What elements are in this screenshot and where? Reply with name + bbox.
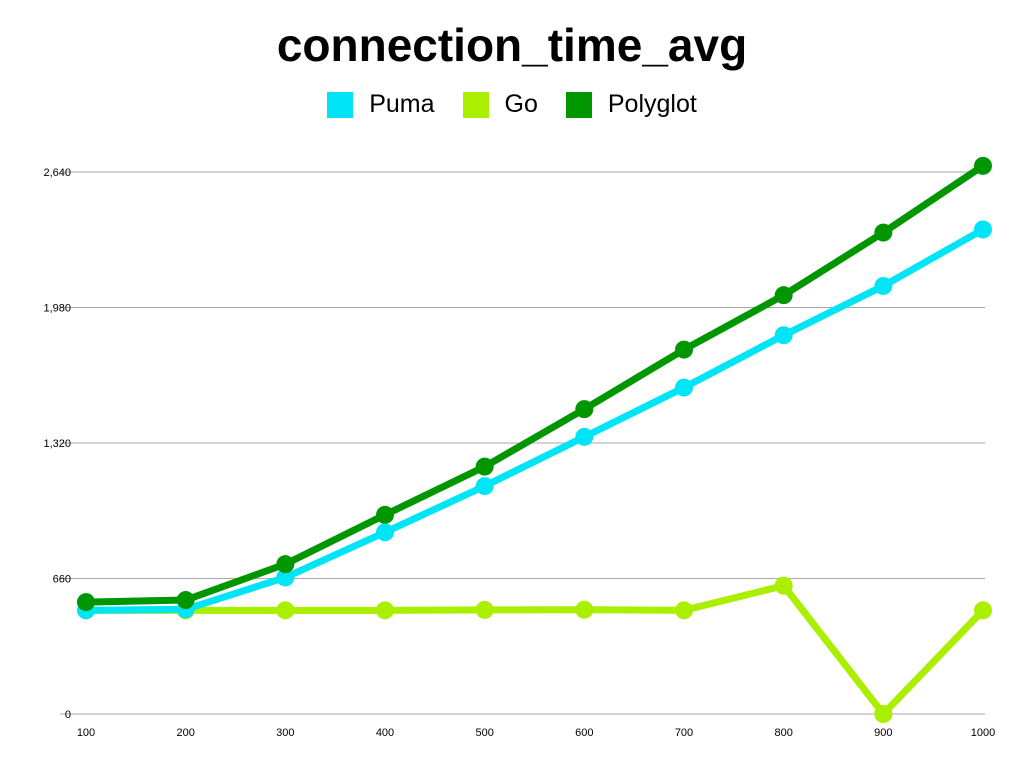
- data-point-puma: [475, 477, 494, 496]
- data-point-go: [475, 600, 494, 619]
- x-tick-label: 800: [774, 727, 792, 739]
- x-tick-label: 200: [176, 727, 194, 739]
- data-point-go: [575, 600, 594, 619]
- data-point-go: [774, 576, 793, 595]
- data-point-polyglot: [276, 555, 295, 574]
- y-tick-label: 0: [65, 709, 71, 721]
- chart-title: connection_time_avg: [276, 19, 748, 71]
- legend-swatch-polyglot: [565, 91, 592, 118]
- series-line-go: [82, 582, 987, 718]
- legend-label-puma: Puma: [369, 90, 435, 118]
- data-point-go: [974, 601, 992, 620]
- x-tick-label: 1000: [971, 727, 995, 739]
- data-point-go: [376, 601, 394, 620]
- legend-label-polyglot: Polyglot: [607, 90, 697, 118]
- data-point-polyglot: [774, 286, 793, 305]
- data-point-go: [874, 705, 893, 723]
- x-tick-label: 700: [675, 727, 693, 739]
- y-tick-label: 1,980: [43, 303, 71, 315]
- data-point-polyglot: [675, 340, 693, 359]
- x-tick-label: 100: [77, 727, 95, 739]
- legend-item-go: Go: [462, 90, 538, 119]
- data-point-polyglot: [176, 591, 195, 610]
- data-point-polyglot: [376, 505, 394, 524]
- legend: Puma Go Polyglot: [0, 90, 1024, 119]
- y-tick-label: 1,320: [43, 438, 71, 450]
- data-point-puma: [874, 276, 893, 295]
- data-point-polyglot: [874, 223, 893, 242]
- data-point-polyglot: [77, 593, 95, 612]
- data-point-polyglot: [475, 457, 494, 476]
- legend-item-polyglot: Polyglot: [565, 90, 697, 119]
- x-tick-label: 900: [874, 727, 892, 739]
- series-line-polyglot: [82, 162, 987, 606]
- data-point-polyglot: [974, 156, 992, 175]
- series-line-puma: [82, 225, 987, 614]
- legend-item-puma: Puma: [327, 90, 435, 119]
- legend-swatch-puma: [327, 91, 354, 118]
- x-tick-label: 500: [475, 727, 493, 739]
- data-point-polyglot: [575, 400, 594, 419]
- y-tick-label: 2,640: [43, 167, 71, 179]
- y-tick-label: 660: [53, 574, 71, 586]
- data-point-puma: [675, 378, 693, 397]
- legend-swatch-go: [462, 91, 489, 118]
- data-point-puma: [575, 427, 594, 446]
- data-point-go: [276, 601, 295, 620]
- x-tick-label: 600: [575, 727, 593, 739]
- x-tick-label: 400: [376, 727, 394, 739]
- data-point-puma: [276, 568, 295, 587]
- data-point-puma: [974, 220, 992, 239]
- legend-label-go: Go: [504, 90, 538, 118]
- data-point-puma: [774, 326, 793, 345]
- data-point-go: [675, 601, 693, 620]
- data-point-puma: [376, 523, 394, 542]
- x-tick-label: 300: [276, 727, 294, 739]
